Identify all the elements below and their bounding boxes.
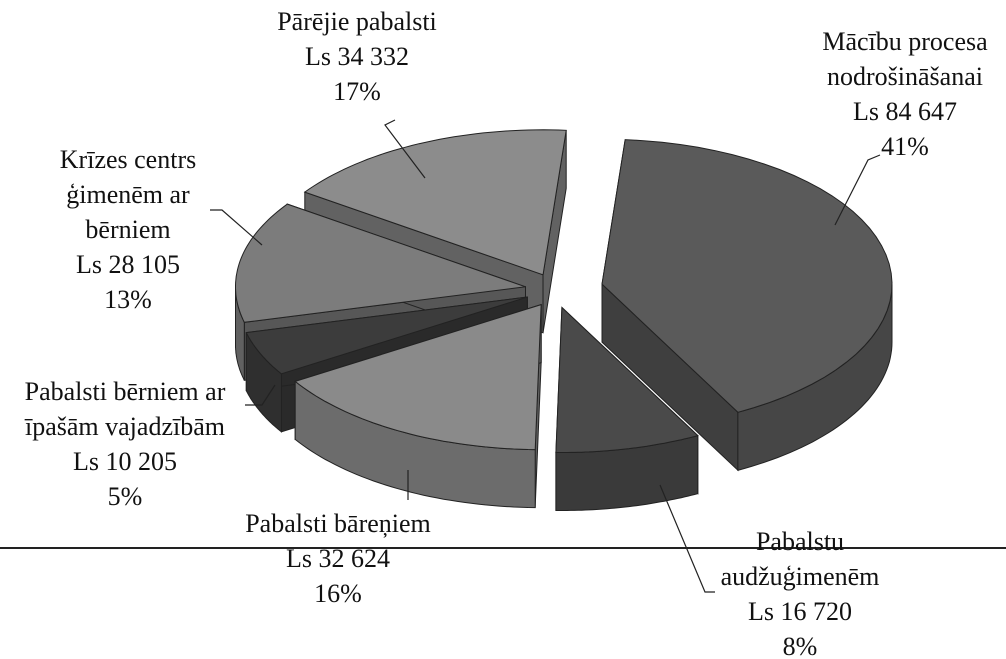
leader-line (834, 154, 881, 226)
percent-label: 41% (881, 132, 929, 161)
value-label: Ls 16 720 (748, 597, 852, 626)
slice (555, 306, 699, 453)
slice-group (294, 303, 542, 509)
percent-label: 17% (333, 77, 381, 106)
leader-line (659, 484, 715, 593)
slice-group (601, 139, 893, 472)
slice (245, 296, 528, 375)
percent-label: 8% (783, 632, 818, 659)
category-label: Pabalsti bāreņiem (245, 509, 431, 538)
value-label: Ls 84 647 (853, 97, 957, 126)
slice (235, 203, 526, 323)
slice-group (555, 306, 699, 511)
category-label: Pabalstu audžuģimenēm (721, 527, 880, 591)
slice (303, 129, 567, 276)
leader-line (245, 384, 276, 406)
value-label: Ls 34 332 (305, 42, 409, 71)
slice (601, 139, 893, 413)
category-label: Pārējie pabalsti (277, 7, 437, 36)
leader-line (384, 119, 426, 179)
slice (294, 303, 542, 451)
value-label: Ls 28 105 (76, 250, 180, 279)
value-label: Ls 32 624 (286, 544, 390, 573)
value-label: Ls 10 205 (73, 447, 177, 476)
category-label: Krīzes centrs ģimenēm ar bērniem (60, 145, 196, 244)
category-label: Pabalsti bērniem ar īpašām vajadzībām (24, 377, 226, 441)
category-label: Mācību procesa nodrošināšanai (822, 27, 988, 91)
percent-label: 13% (104, 285, 152, 314)
labels: Mācību procesa nodrošināšanai Ls 84 647 41%… (24, 7, 988, 659)
percent-label: 16% (314, 579, 362, 608)
pie (235, 129, 893, 511)
percent-label: 5% (108, 482, 143, 511)
leader-line (210, 209, 263, 246)
